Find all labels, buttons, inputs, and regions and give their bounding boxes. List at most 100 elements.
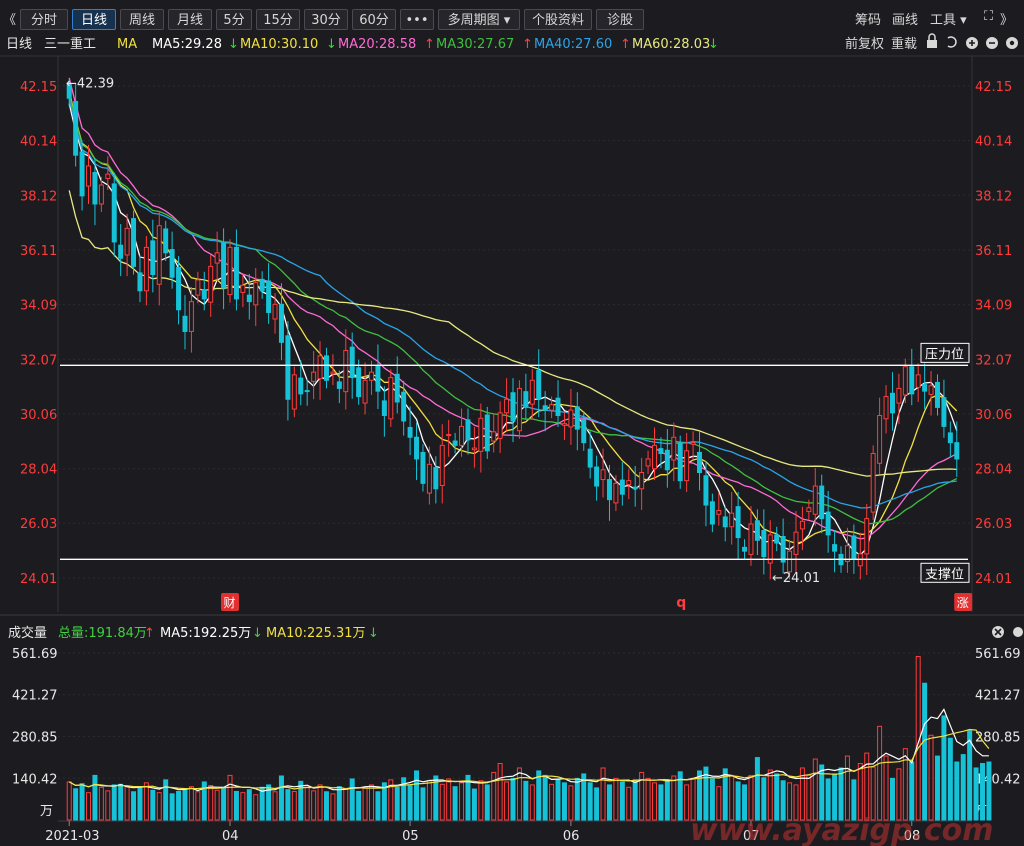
candle-73	[536, 349, 542, 418]
toolbar-tab-2[interactable]: 周线	[120, 9, 164, 30]
price-tick-right-7: 38.12	[975, 189, 1012, 204]
candle-105	[742, 539, 748, 560]
toolbar-tab-11[interactable]: 诊股	[596, 9, 644, 30]
candle-135	[934, 374, 940, 416]
toolbar-tab-1[interactable]: 日线	[72, 9, 116, 30]
volume-bar-67	[497, 763, 503, 821]
toolbar-more-button[interactable]: 》	[1000, 13, 1014, 28]
volume-bar-36	[298, 780, 304, 821]
candle-49	[381, 386, 387, 437]
toolbar-tab-3[interactable]: 月线	[168, 9, 212, 30]
toolbar-back-button[interactable]: 《	[3, 13, 17, 28]
candle-38	[311, 350, 317, 400]
volume-bar-60	[452, 786, 458, 821]
candle-3	[86, 144, 92, 204]
candle-58	[439, 424, 445, 504]
candle-107	[754, 509, 760, 555]
candle-71	[523, 373, 529, 419]
volume-bar-90	[645, 777, 651, 821]
toolbar-tab-6[interactable]: 30分	[304, 9, 348, 30]
volume-bar-108	[761, 777, 767, 821]
volume-bar-11	[137, 787, 143, 821]
volume-bar-127	[883, 755, 889, 821]
candle-94	[671, 422, 677, 482]
candle-7	[111, 172, 117, 257]
candle-111	[780, 518, 786, 574]
volume-bar-91	[652, 782, 657, 821]
volume-bar-134	[928, 734, 934, 821]
toolbar-right-1[interactable]: 画线	[892, 13, 919, 28]
volume-ma5: MA5:192.25万	[160, 626, 251, 641]
candle-67	[497, 401, 503, 453]
volume-bar-52	[401, 777, 407, 821]
toolbar-tab-4[interactable]: 5分	[216, 9, 252, 30]
candle-28	[246, 273, 252, 320]
volume-bar-8	[118, 783, 124, 821]
volume-bar-118	[825, 778, 831, 821]
fullscreen-icon[interactable]: ⛶	[984, 9, 994, 24]
volume-tick-left-2: 421.27	[12, 689, 58, 704]
candle-96	[684, 432, 690, 493]
candle-90	[645, 450, 651, 475]
volume-bar-59	[446, 778, 452, 821]
toolbar-right-0[interactable]: 筹码	[855, 13, 882, 28]
volume-bar-17	[176, 790, 182, 821]
candle-23	[214, 231, 220, 282]
volume-bar-70	[516, 767, 522, 821]
candle-104	[735, 492, 741, 559]
candle-68	[504, 378, 510, 431]
candle-97	[690, 431, 696, 459]
volume-bar-133	[922, 682, 928, 821]
legend-ma-1: MA10:30.10	[240, 37, 318, 52]
high-price-label: ←42.39	[66, 76, 114, 91]
volume-bar-82	[594, 787, 600, 821]
price-tick-right-2: 28.04	[975, 463, 1012, 478]
volume-bar-10	[131, 791, 137, 821]
toolbar-tab-10[interactable]: 个股资料	[524, 9, 592, 30]
volume-tick-right-2: 421.27	[975, 689, 1021, 704]
volume-bar-3	[86, 792, 92, 821]
candle-116	[812, 468, 818, 526]
volume-bar-54	[414, 770, 420, 821]
x-label-1: 04	[222, 829, 239, 844]
toolbar-tab-8[interactable]: •••	[400, 9, 434, 30]
volume-bar-85	[613, 777, 619, 821]
volume-close-x	[994, 628, 1002, 636]
toolbar-tab-5[interactable]: 15分	[256, 9, 300, 30]
candle-109	[767, 520, 773, 580]
volume-bar-138	[954, 761, 960, 821]
volume-bar-44	[349, 778, 355, 821]
candle-137	[947, 421, 953, 458]
settings-icon	[1006, 37, 1018, 49]
toolbar-tab-7[interactable]: 60分	[352, 9, 396, 30]
volume-bar-113	[793, 784, 799, 821]
volume-bar-68	[504, 781, 510, 821]
toolbar-right-2[interactable]: 工具 ▾	[930, 13, 967, 28]
volume-bar-33	[278, 775, 284, 821]
candle-98	[697, 431, 703, 491]
volume-bar-18	[182, 788, 188, 821]
x-label-4: 07	[743, 829, 760, 844]
volume-bar-64	[478, 780, 484, 821]
volume-bar-15	[163, 779, 169, 821]
candle-52	[401, 380, 407, 436]
price-tick-left-8: 40.14	[20, 135, 57, 150]
toolbar-tab-9[interactable]: 多周期图 ▾	[438, 9, 520, 30]
volume-bar-2	[79, 783, 85, 821]
volume-bar-95	[677, 771, 683, 821]
candle-33	[278, 283, 284, 361]
legend-ma-arrow-4: ↑	[620, 37, 631, 52]
candle-69	[510, 378, 516, 443]
zoom-in-icon	[966, 37, 978, 49]
support-label-box	[920, 562, 970, 583]
price-tick-right-1: 26.03	[975, 517, 1012, 532]
toolbar-tab-0[interactable]: 分时	[20, 9, 68, 30]
volume-bar-140	[967, 730, 973, 821]
volume-bar-75	[549, 783, 555, 821]
candle-77	[561, 412, 567, 440]
low-price-label: ←24.01	[772, 571, 820, 586]
volume-bar-43	[343, 788, 349, 821]
volume-bar-110	[774, 773, 780, 821]
legend-indicator: MA	[117, 37, 137, 52]
